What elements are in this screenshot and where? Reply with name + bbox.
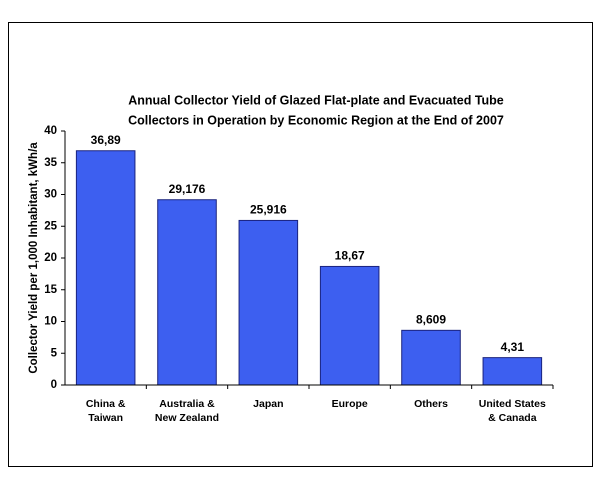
- y-tick-label: 5: [51, 347, 58, 359]
- y-tick-label: 0: [51, 379, 57, 391]
- x-tick-label: Australia &: [159, 398, 215, 410]
- data-label: 25,916: [250, 203, 287, 217]
- y-tick-label: 35: [44, 157, 57, 169]
- y-tick-label: 30: [44, 189, 57, 201]
- x-tick-label: Japan: [253, 398, 283, 410]
- x-tick-label: Europe: [332, 398, 368, 410]
- data-label: 29,176: [169, 182, 206, 196]
- chart-title: Annual Collector Yield of Glazed Flat-pl…: [128, 93, 504, 107]
- y-tick-label: 20: [44, 252, 57, 264]
- data-label: 36,89: [91, 133, 121, 147]
- x-tick-label: Taiwan: [88, 412, 123, 424]
- data-label: 4,31: [501, 340, 525, 354]
- data-label: 18,67: [335, 249, 365, 263]
- x-tick-label: United States: [479, 398, 546, 410]
- x-tick-label: New Zealand: [155, 412, 219, 424]
- x-tick-label: Others: [414, 398, 448, 410]
- x-tick-label: China &: [86, 398, 126, 410]
- bar: [75, 150, 136, 386]
- bar: [401, 329, 461, 386]
- bar: [319, 265, 380, 386]
- data-label: 8,609: [416, 313, 446, 327]
- bar: [238, 219, 299, 386]
- y-tick-label: 15: [44, 284, 57, 296]
- y-axis-label: Collector Yield per 1,000 Inhabitant, kW…: [28, 142, 40, 374]
- bar: [482, 357, 543, 386]
- y-tick-label: 25: [44, 220, 57, 232]
- y-tick-label: 10: [44, 316, 57, 328]
- chart-title: Collectors in Operation by Economic Regi…: [128, 113, 504, 127]
- y-tick-label: 40: [44, 125, 57, 137]
- bar: [157, 199, 217, 386]
- x-tick-label: & Canada: [488, 412, 537, 424]
